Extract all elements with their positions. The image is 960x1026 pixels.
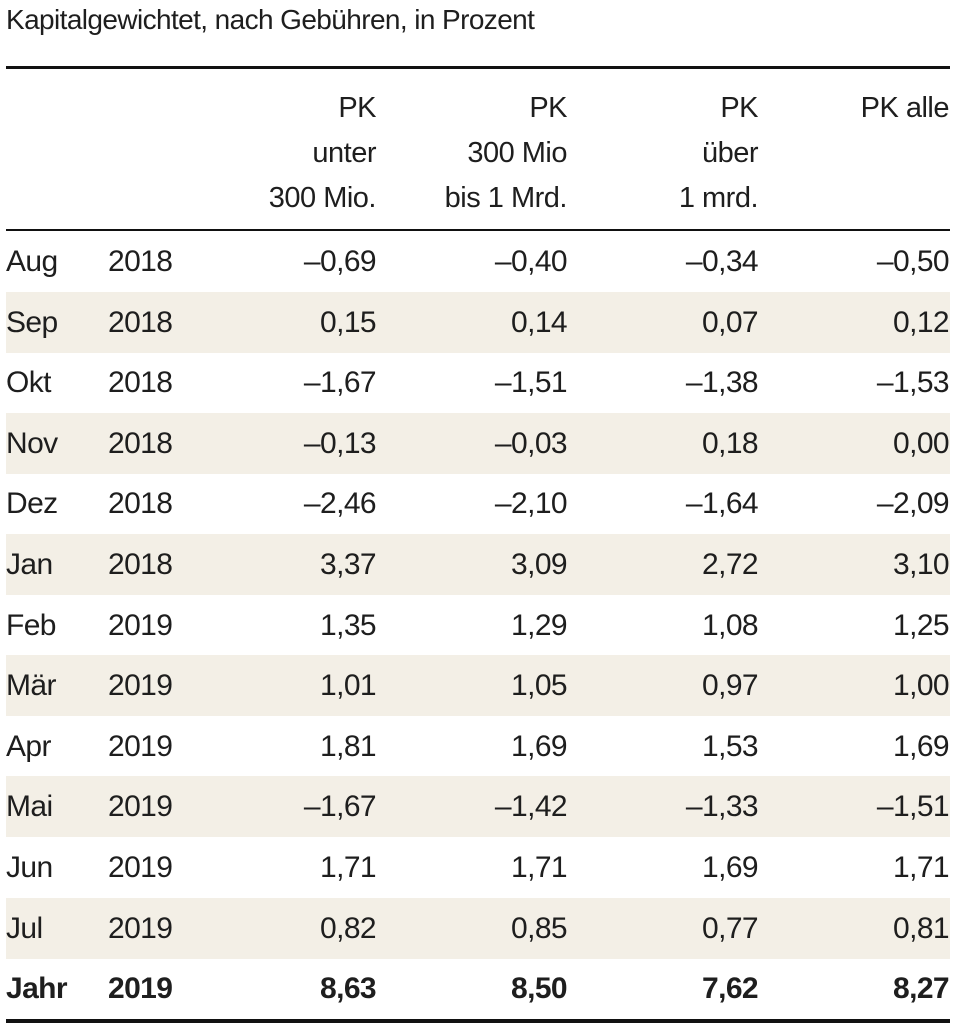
value-cell: 2,72 xyxy=(702,548,759,581)
value-cell: 1,69 xyxy=(511,729,568,763)
year-cell: 2018 xyxy=(108,548,173,581)
value-cell: 0,15 xyxy=(320,305,377,339)
value-cell: 8,50 xyxy=(511,972,568,1006)
value-cell: 0,85 xyxy=(511,911,568,945)
value-cell: –1,51 xyxy=(494,366,568,400)
value-cell: 0,82 xyxy=(320,911,377,945)
month-cell: Jul xyxy=(6,911,43,945)
value-cell: –0,34 xyxy=(685,245,759,278)
month-cell: Jahr xyxy=(6,972,68,1006)
month-cell: Nov xyxy=(6,426,58,460)
value-cell: 0,00 xyxy=(893,426,950,460)
value-cell: 1,00 xyxy=(893,669,950,703)
table-row: Jun 2019 1,71 1,71 1,69 1,71 xyxy=(6,837,950,898)
year-cell: 2019 xyxy=(108,851,173,884)
total-row: Jahr 2019 8,63 8,50 7,62 8,27 xyxy=(6,958,950,1019)
value-cell: 1,25 xyxy=(893,608,950,642)
value-cell: –1,64 xyxy=(685,487,759,521)
value-cell: –1,51 xyxy=(876,790,950,824)
value-cell: 1,71 xyxy=(320,851,377,884)
month-cell: Apr xyxy=(6,729,51,763)
month-cell: Mai xyxy=(6,790,53,824)
year-cell: 2018 xyxy=(108,426,173,460)
value-cell: –2,46 xyxy=(303,487,377,521)
table-row: Aug 2018 –0,69 –0,40 –0,34 –0,50 xyxy=(6,231,950,292)
value-cell: 3,10 xyxy=(893,548,950,581)
column-header-over-1bn: PK über 1 mrd. xyxy=(678,92,759,214)
year-cell: 2019 xyxy=(108,729,173,763)
value-cell: –1,38 xyxy=(685,366,759,400)
value-cell: 1,05 xyxy=(511,669,568,703)
value-cell: 8,27 xyxy=(893,972,950,1006)
column-header-under-300: PK unter 300 Mio. xyxy=(268,92,377,214)
month-cell: Jan xyxy=(6,548,53,581)
value-cell: 1,69 xyxy=(702,851,759,884)
value-cell: 3,09 xyxy=(511,548,568,581)
top-rule xyxy=(6,66,950,69)
value-cell: –1,67 xyxy=(303,366,377,400)
value-cell: 0,18 xyxy=(702,426,759,460)
year-cell: 2018 xyxy=(108,366,173,400)
month-cell: Sep xyxy=(6,305,58,339)
month-cell: Mär xyxy=(6,669,56,703)
value-cell: 1,71 xyxy=(893,851,950,884)
header-rule xyxy=(6,229,950,231)
value-cell: 3,37 xyxy=(320,548,377,581)
bottom-rule xyxy=(6,1019,950,1023)
value-cell: 0,77 xyxy=(702,911,759,945)
table-row: Dez 2018 –2,46 –2,10 –1,64 –2,09 xyxy=(6,473,950,534)
value-cell: 1,81 xyxy=(320,729,377,763)
value-cell: 1,69 xyxy=(893,729,950,763)
table-row: Nov 2018 –0,13 –0,03 0,18 0,00 xyxy=(6,412,950,474)
value-cell: 0,07 xyxy=(702,305,759,339)
value-cell: 1,01 xyxy=(320,669,377,703)
table-caption: Kapitalgewichtet, nach Gebühren, in Proz… xyxy=(6,4,535,35)
table-row: Okt 2018 –1,67 –1,51 –1,38 –1,53 xyxy=(6,352,950,413)
value-cell: 1,29 xyxy=(511,608,568,642)
table-row: Mai 2019 –1,67 –1,42 –1,33 –1,51 xyxy=(6,776,950,838)
table-row: Apr 2019 1,81 1,69 1,53 1,69 xyxy=(6,716,950,777)
value-cell: –1,53 xyxy=(876,366,950,400)
table-row: Jul 2019 0,82 0,85 0,77 0,81 xyxy=(6,897,950,959)
year-cell: 2019 xyxy=(108,972,173,1006)
value-cell: –0,13 xyxy=(303,426,377,460)
value-cell: 1,35 xyxy=(320,608,377,642)
value-cell: 0,14 xyxy=(511,305,568,339)
value-cell: 0,12 xyxy=(893,305,950,339)
year-cell: 2018 xyxy=(108,487,173,521)
year-cell: 2018 xyxy=(108,305,173,339)
month-cell: Jun xyxy=(6,851,53,884)
column-header-300-to-1bn: PK 300 Mio bis 1 Mrd. xyxy=(444,92,568,214)
table-row: Sep 2018 0,15 0,14 0,07 0,12 xyxy=(6,291,950,353)
value-cell: 1,71 xyxy=(511,851,568,884)
year-cell: 2018 xyxy=(108,245,173,278)
value-cell: –1,33 xyxy=(685,790,759,824)
value-cell: 8,63 xyxy=(320,972,377,1006)
value-cell: 1,08 xyxy=(702,608,759,642)
year-cell: 2019 xyxy=(108,669,173,703)
value-cell: 1,53 xyxy=(702,729,759,763)
value-cell: –0,40 xyxy=(494,245,568,278)
table-row: Mär 2019 1,01 1,05 0,97 1,00 xyxy=(6,655,950,717)
value-cell: –0,69 xyxy=(303,245,377,278)
value-cell: 0,97 xyxy=(702,669,759,703)
value-cell: –2,10 xyxy=(494,487,568,521)
year-cell: 2019 xyxy=(108,608,173,642)
value-cell: –2,09 xyxy=(876,487,950,521)
value-cell: –1,42 xyxy=(494,790,568,824)
table-row: Feb 2019 1,35 1,29 1,08 1,25 xyxy=(6,595,950,656)
column-header-all: PK alle xyxy=(860,92,950,124)
year-cell: 2019 xyxy=(108,790,173,824)
month-cell: Dez xyxy=(6,487,58,521)
year-cell: 2019 xyxy=(108,911,173,945)
month-cell: Okt xyxy=(6,366,51,400)
value-cell: 0,81 xyxy=(893,911,950,945)
month-cell: Feb xyxy=(6,608,57,642)
value-cell: –0,50 xyxy=(876,245,950,278)
value-cell: –0,03 xyxy=(494,426,568,460)
value-cell: –1,67 xyxy=(303,790,377,824)
table-row: Jan 2018 3,37 3,09 2,72 3,10 xyxy=(6,534,950,595)
month-cell: Aug xyxy=(6,245,58,278)
value-cell: 7,62 xyxy=(702,972,759,1006)
